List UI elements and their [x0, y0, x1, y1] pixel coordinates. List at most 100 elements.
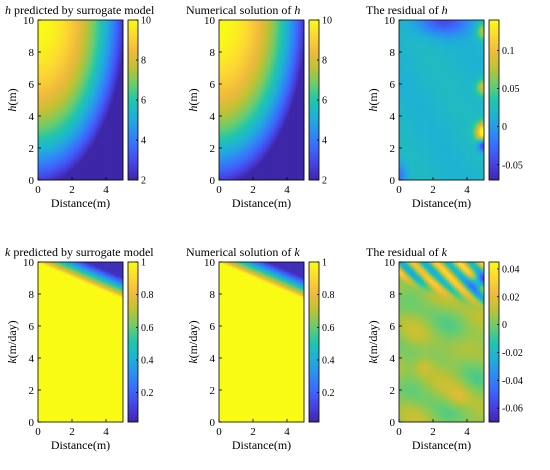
- heatmap-cell: [82, 58, 85, 61]
- heatmap-cell: [68, 106, 72, 109]
- heatmap-cell: [74, 118, 77, 121]
- heatmap-cell: [68, 134, 72, 137]
- heatmap-cell: [246, 136, 249, 139]
- heatmap-cell: [90, 140, 93, 143]
- heatmap-cell: [90, 44, 93, 47]
- heatmap-cell: [82, 42, 85, 45]
- heatmap-cell: [70, 128, 74, 131]
- heatmap-cell: [240, 88, 243, 91]
- heatmap-cell: [76, 106, 79, 109]
- heatmap-cell: [86, 150, 89, 153]
- colorbar-segment: [128, 126, 138, 129]
- heatmap-cell: [72, 24, 76, 27]
- heatmap-cell: [80, 48, 83, 51]
- heatmap-cell: [119, 78, 122, 81]
- heatmap-cell: [63, 52, 66, 55]
- heatmap-cell: [242, 176, 245, 179]
- heatmap-cell: [86, 80, 89, 83]
- heatmap-cell: [70, 58, 74, 61]
- heatmap-cell: [219, 72, 222, 75]
- heatmap-cell: [240, 110, 243, 113]
- heatmap-cell: [86, 32, 89, 35]
- colorbar-segment: [128, 68, 138, 71]
- heatmap-cell: [70, 158, 74, 161]
- heatmap-cell: [121, 20, 124, 23]
- heatmap-cell: [95, 122, 99, 125]
- heatmap-cell: [228, 116, 231, 119]
- heatmap-cell: [226, 160, 230, 163]
- heatmap-cell: [95, 140, 99, 143]
- heatmap-cell: [226, 166, 230, 169]
- heatmap-cell: [244, 98, 247, 101]
- heatmap-cell: [66, 130, 70, 133]
- heatmap-cell: [66, 84, 70, 87]
- heatmap-cell: [109, 76, 112, 79]
- heatmap-cell: [47, 78, 50, 81]
- heatmap-cell: [92, 26, 95, 29]
- heatmap-cell: [222, 90, 226, 93]
- heatmap-cell: [84, 164, 87, 167]
- heatmap-cell: [45, 62, 49, 65]
- heatmap-cell: [97, 172, 101, 175]
- heatmap-cell: [105, 166, 108, 169]
- heatmap-cell: [57, 30, 60, 33]
- heatmap-cell: [39, 110, 43, 113]
- heatmap-cell: [53, 56, 56, 59]
- heatmap-cell: [51, 84, 54, 87]
- heatmap-cell: [95, 118, 99, 121]
- heatmap-cell: [117, 66, 120, 69]
- heatmap-cell: [65, 84, 68, 87]
- heatmap-cell: [66, 22, 70, 25]
- heatmap-cell: [53, 164, 56, 167]
- heatmap-cell: [39, 156, 43, 159]
- heatmap-cell: [88, 104, 91, 107]
- heatmap-cell: [99, 110, 103, 113]
- heatmap-cell: [49, 70, 52, 73]
- heatmap-cell: [38, 146, 41, 149]
- heatmap-cell: [103, 118, 106, 121]
- heatmap-cell: [70, 20, 74, 23]
- heatmap-cell: [74, 156, 77, 159]
- heatmap-cell: [220, 34, 224, 37]
- heatmap-cell: [68, 156, 72, 159]
- heatmap-cell: [113, 98, 116, 101]
- heatmap-cell: [121, 160, 124, 163]
- heatmap-cell: [72, 64, 76, 67]
- heatmap-cell: [224, 172, 228, 175]
- heatmap-cell: [240, 44, 243, 47]
- heatmap-cell: [68, 126, 72, 129]
- heatmap-cell: [90, 114, 93, 117]
- heatmap-cell: [228, 174, 231, 177]
- heatmap-cell: [111, 122, 114, 125]
- heatmap-cell: [70, 84, 74, 87]
- heatmap-cell: [105, 146, 108, 149]
- heatmap-cell: [228, 110, 231, 113]
- heatmap-cell: [219, 112, 222, 115]
- heatmap-cell: [55, 110, 58, 113]
- heatmap-cell: [121, 138, 124, 141]
- heatmap-cell: [121, 154, 124, 157]
- heatmap-cell: [109, 138, 112, 141]
- heatmap-cell: [232, 152, 235, 155]
- heatmap-cell: [234, 54, 237, 57]
- heatmap-cell: [228, 28, 231, 31]
- heatmap-cell: [82, 132, 85, 135]
- heatmap-cell: [80, 144, 83, 147]
- heatmap-cell: [224, 52, 228, 55]
- heatmap-cell: [115, 50, 118, 53]
- heatmap-cell: [236, 146, 239, 149]
- heatmap-cell: [39, 94, 43, 97]
- heatmap-cell: [90, 28, 93, 31]
- heatmap-cell: [88, 88, 91, 91]
- heatmap-cell: [90, 128, 93, 131]
- heatmap-cell: [246, 170, 249, 173]
- heatmap-cell: [109, 42, 112, 45]
- heatmap-cell: [92, 104, 95, 107]
- heatmap-cell: [244, 58, 247, 61]
- heatmap-cell: [45, 48, 49, 51]
- heatmap-cell: [86, 54, 89, 57]
- heatmap-cell: [76, 78, 79, 81]
- heatmap-cell: [82, 170, 85, 173]
- heatmap-cell: [94, 48, 97, 51]
- heatmap-cell: [72, 80, 76, 83]
